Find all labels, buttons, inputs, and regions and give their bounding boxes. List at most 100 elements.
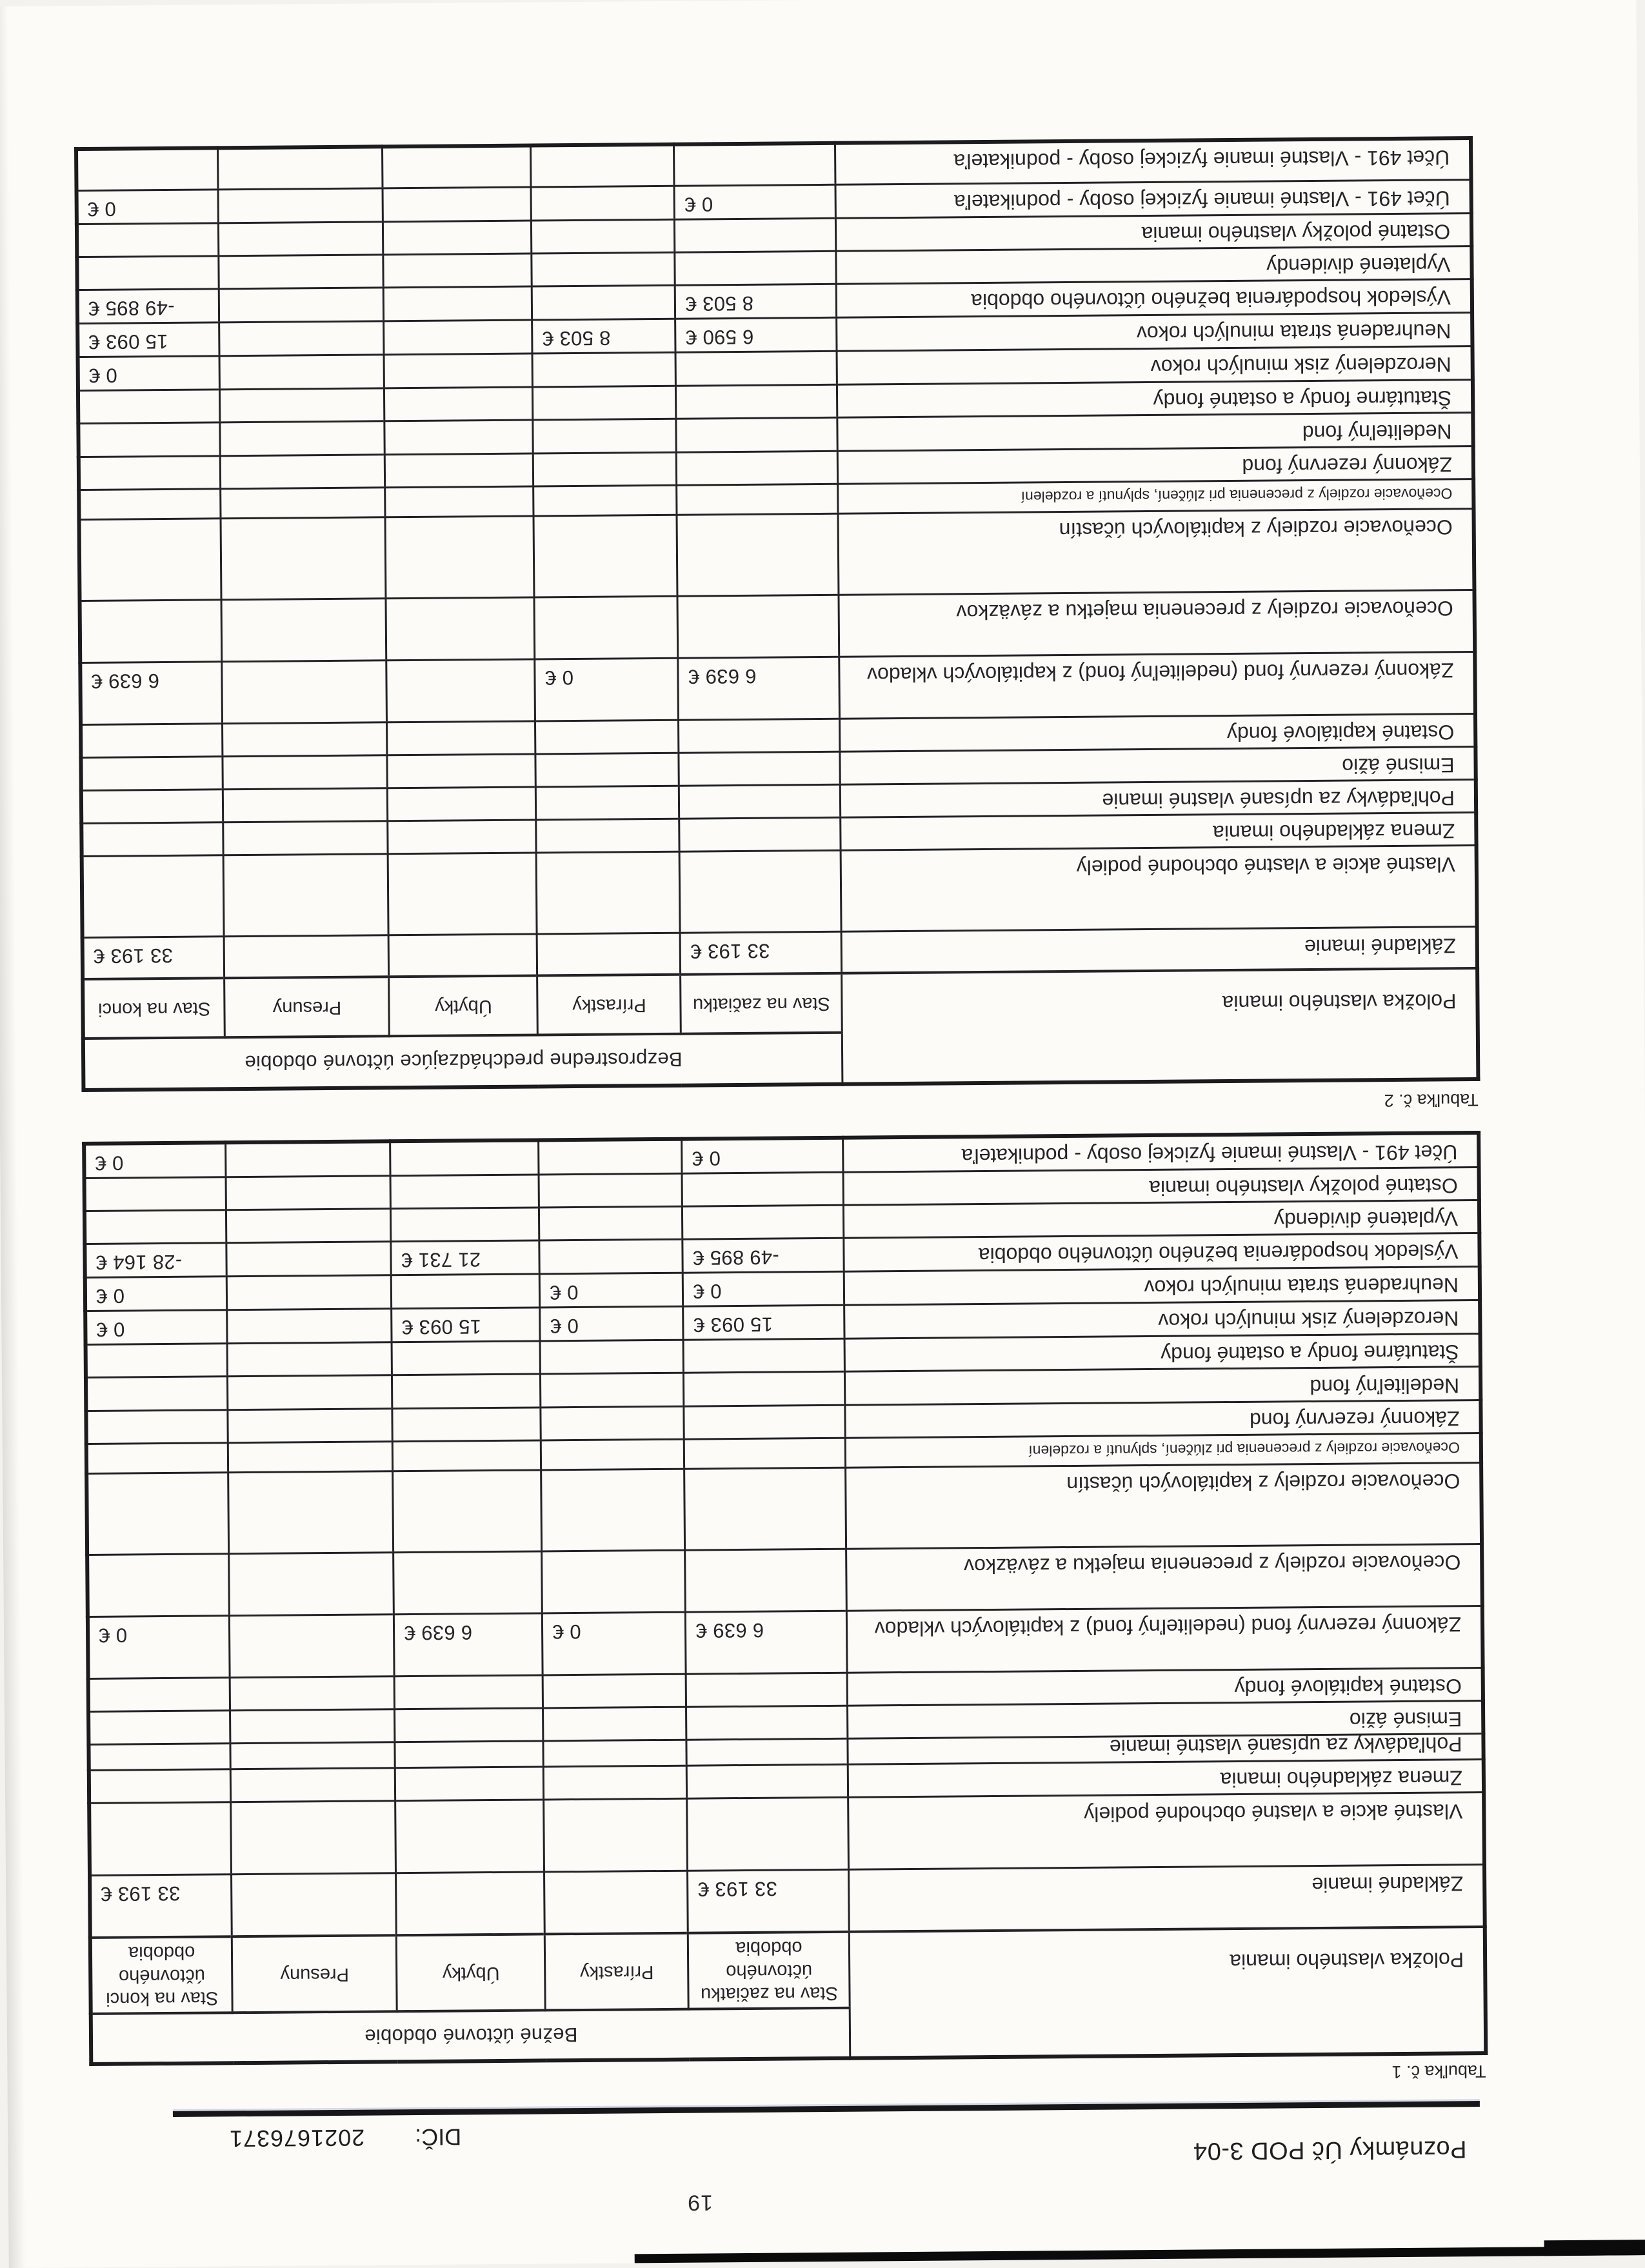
value-cell [392, 1374, 541, 1409]
value-cell [78, 455, 221, 490]
column-header-increase: Prírastky [537, 974, 681, 1035]
row-label: Ostatné kapitálové fondy [847, 1667, 1483, 1706]
value-cell [384, 387, 533, 422]
value-cell: 0 € [674, 184, 836, 220]
value-cell [534, 595, 679, 659]
row-label: Pohľadávky za upísané vlastné imanie [848, 1733, 1484, 1765]
value-cell: 33 193 € [82, 937, 225, 980]
value-cell [679, 784, 841, 819]
value-cell [391, 1274, 541, 1309]
value-cell: 33 193 € [688, 1869, 850, 1933]
column-header-start: Stav na začiatku účtovného obdobia [688, 1931, 850, 2009]
value-cell [386, 597, 535, 661]
item-column-header: Položka vlastného imania [849, 1926, 1486, 2058]
value-cell [383, 186, 532, 222]
row-label: Oceňovacie rozdiely z precenenia pri zlú… [838, 479, 1474, 514]
value-cell [544, 1871, 688, 1935]
header-rule [172, 2101, 1480, 2117]
row-label: Nedeliteľný fond [844, 1366, 1481, 1405]
value-cell [76, 223, 219, 257]
table-period-row: Položka vlastného imania Bezprostredne p… [83, 968, 1479, 1090]
value-cell [533, 484, 677, 516]
value-cell [81, 789, 224, 824]
value-cell [686, 1738, 848, 1766]
value-cell [535, 786, 680, 821]
value-cell [230, 1742, 395, 1769]
value-cell [79, 518, 222, 601]
value-cell [673, 143, 836, 186]
value-cell [387, 787, 537, 822]
value-cell [543, 1740, 687, 1767]
value-cell [75, 148, 219, 191]
value-cell [226, 1141, 391, 1177]
scan-artifact-corner [1544, 2239, 1645, 2256]
value-cell [218, 221, 384, 256]
value-cell: 0 € [77, 355, 220, 391]
row-label: Oceňovacie rozdiely z precenenia majetku… [839, 590, 1475, 657]
row-label: Štatutárne fondy a ostatné fondy [844, 1333, 1480, 1372]
value-cell [395, 1707, 544, 1742]
value-cell [390, 1140, 539, 1176]
value-cell [85, 1344, 228, 1378]
value-cell [86, 1442, 229, 1474]
value-cell [677, 595, 840, 658]
value-cell [388, 853, 537, 936]
value-cell: 0 € [542, 1612, 686, 1675]
table-row: Zákonný rezervný fond (nedeliteľný fond)… [80, 652, 1475, 725]
value-cell [84, 1177, 226, 1211]
row-label: Základné imanie [848, 1864, 1485, 1932]
value-cell: 0 € [539, 1273, 684, 1308]
row-label: Ostatné položky vlastného imania [835, 213, 1472, 252]
value-cell [531, 186, 675, 221]
value-cell [684, 1438, 846, 1469]
value-cell [686, 1673, 848, 1707]
value-cell: 6 639 € [678, 657, 840, 720]
table-row: Oceňovacie rozdiely z kapitálových účast… [86, 1462, 1482, 1555]
value-cell [227, 1309, 392, 1344]
column-header-increase: Prírastky [544, 1933, 689, 2011]
value-cell [530, 144, 675, 187]
value-cell [394, 1551, 543, 1615]
row-label: Oceňovacie rozdiely z kapitálových účast… [846, 1462, 1482, 1549]
value-cell [683, 1338, 845, 1373]
value-cell: 6 639 € [394, 1613, 543, 1676]
column-header-start: Stav na začiatku [681, 973, 842, 1034]
value-cell [677, 484, 839, 515]
scan-artifact-bar [634, 2245, 1645, 2263]
value-cell [392, 1341, 541, 1376]
row-label: Zákonný rezervný fond [837, 446, 1474, 484]
value-cell [390, 1208, 540, 1242]
column-header-decrease: Úbytky [396, 1934, 546, 2012]
value-cell [539, 1206, 683, 1241]
value-cell [675, 351, 837, 386]
column-header-transfers: Presuny [232, 1935, 397, 2013]
row-label: Zmena základného imania [841, 812, 1477, 851]
value-cell [541, 1469, 686, 1551]
value-cell: 6 639 € [80, 661, 223, 725]
value-cell [229, 1552, 394, 1616]
value-cell [535, 719, 679, 754]
form-title: Poznámky Úč POD 3-04 [1193, 2135, 1467, 2165]
value-cell [393, 1469, 543, 1553]
value-cell [222, 660, 388, 724]
value-cell [686, 1764, 849, 1799]
value-cell: 8 503 € [675, 284, 837, 319]
row-label: Ostatné kapitálové fondy [839, 713, 1476, 752]
value-cell: 15 093 € [392, 1308, 541, 1343]
table-row: Zákonný rezervný fond (nedeliteľný fond)… [87, 1606, 1483, 1679]
value-cell [532, 352, 676, 388]
value-cell [223, 755, 388, 790]
value-cell: 15 093 € [77, 322, 220, 357]
value-cell [386, 659, 535, 722]
value-cell [77, 389, 221, 424]
value-cell [81, 822, 224, 857]
table-row: Základné imanie 33 193 €33 193 € [89, 1864, 1485, 1938]
value-cell [544, 1798, 688, 1873]
value-cell [221, 517, 386, 600]
value-cell [385, 515, 535, 599]
value-cell [218, 188, 383, 223]
value-cell [87, 1553, 230, 1617]
value-cell [536, 819, 680, 853]
table2-caption: Tabuľka č. 2 [1384, 1090, 1479, 1111]
value-cell [533, 452, 677, 486]
